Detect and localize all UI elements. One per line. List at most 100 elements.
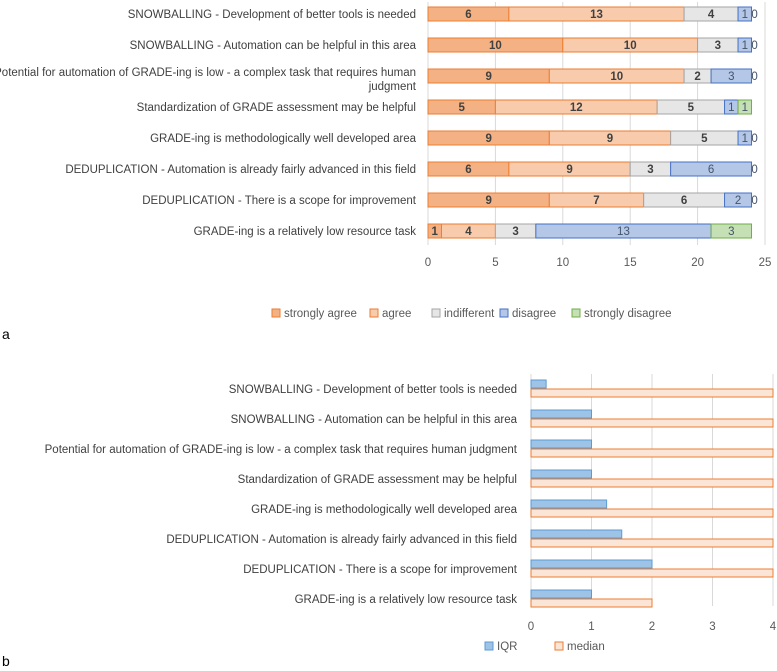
data-label: 12: [570, 102, 583, 114]
legend-label: disagree: [512, 308, 556, 320]
bar-segment-disagree: [737, 37, 753, 53]
data-label: 1: [742, 102, 748, 114]
data-label: 0: [751, 9, 757, 21]
category-label: Potential for automation of GRADE-ing is…: [45, 444, 518, 456]
data-label: 5: [458, 102, 465, 114]
bar-segment-strongly-disagree: [737, 99, 753, 115]
bar-segment-disagree: [670, 161, 753, 177]
bar-IQR: [530, 499, 608, 509]
category-label: DEDUPLICATION - Automation is already fa…: [166, 534, 517, 546]
legend-label: agree: [382, 308, 411, 320]
bar-segment-disagree: [737, 130, 753, 146]
category-label: Standardization of GRADE assessment may …: [137, 102, 416, 114]
category-label: SNOWBALLING - Development of better tool…: [128, 9, 416, 21]
legend-swatch: [369, 308, 379, 318]
bar-median: [530, 568, 774, 578]
data-label: 4: [465, 226, 472, 238]
legend-swatch: [499, 308, 509, 318]
data-label: 1: [742, 9, 748, 21]
bar-median: [530, 508, 774, 518]
data-label: 1: [728, 102, 734, 114]
bar-IQR: [530, 559, 653, 569]
category-label: DEDUPLICATION - There is a scope for imp…: [243, 564, 518, 576]
data-label: 10: [610, 71, 623, 83]
data-label: 5: [688, 102, 695, 114]
legend-swatch: [554, 641, 564, 651]
x-tick-label: 3: [709, 621, 715, 633]
category-label: GRADE-ing is methodologically well devel…: [150, 133, 417, 145]
x-tick-label: 20: [691, 257, 704, 269]
x-tick-label: 4: [770, 621, 777, 633]
data-label: 10: [489, 40, 502, 52]
category-label: SNOWBALLING - Automation can be helpful …: [231, 414, 518, 426]
x-tick-label: 5: [492, 257, 498, 269]
legend-swatch: [484, 641, 494, 651]
bar-median: [530, 388, 774, 398]
data-label: 6: [681, 195, 687, 207]
category-label: SNOWBALLING - Automation can be helpful …: [130, 40, 417, 52]
bar-median: [530, 598, 653, 608]
bar-median: [530, 418, 774, 428]
panel-label-a: a: [2, 326, 10, 342]
data-label: 1: [742, 40, 748, 52]
category-label: SNOWBALLING - Development of better tool…: [229, 384, 517, 396]
category-label: GRADE-ing is methodologically well devel…: [251, 504, 518, 516]
bar-IQR: [530, 439, 592, 449]
data-label: 13: [590, 9, 603, 21]
bar-IQR: [530, 379, 547, 389]
data-label: 6: [708, 164, 714, 176]
data-label: 9: [566, 164, 572, 176]
bar-median: [530, 448, 774, 458]
bar-segment-strongly-disagree: [710, 223, 753, 239]
category-label: judgment: [368, 81, 417, 93]
category-label: DEDUPLICATION - Automation is already fa…: [65, 164, 416, 176]
legend-label: strongly disagree: [584, 308, 672, 320]
legend-label: strongly agree: [284, 308, 357, 320]
legend-label: median: [567, 641, 605, 653]
data-label: 10: [624, 40, 637, 52]
legend-label: IQR: [497, 641, 517, 653]
data-label: 9: [485, 71, 491, 83]
legend-swatch: [571, 308, 581, 318]
data-label: 3: [512, 226, 518, 238]
category-label: GRADE-ing is a relatively low resource t…: [295, 594, 518, 606]
data-label: 13: [617, 226, 630, 238]
legend-swatch: [431, 308, 441, 318]
x-tick-label: 15: [624, 257, 637, 269]
legend-label: indifferent: [444, 308, 495, 320]
x-tick-label: 1: [588, 621, 594, 633]
data-label: 9: [607, 133, 613, 145]
x-tick-label: 10: [556, 257, 569, 269]
category-label: Standardization of GRADE assessment may …: [238, 474, 517, 486]
x-tick-label: 0: [425, 257, 431, 269]
bar-segment-disagree: [710, 68, 753, 84]
data-label: 0: [751, 40, 757, 52]
bar-median: [530, 478, 774, 488]
data-label: 9: [485, 195, 491, 207]
category-label: DEDUPLICATION - There is a scope for imp…: [142, 195, 417, 207]
data-label: 3: [715, 40, 721, 52]
data-label: 9: [485, 133, 491, 145]
x-tick-label: 2: [649, 621, 655, 633]
x-tick-label: 0: [528, 621, 534, 633]
legend-swatch: [271, 308, 281, 318]
data-label: 1: [742, 133, 748, 145]
data-label: 0: [751, 71, 757, 83]
data-label: 3: [647, 164, 653, 176]
bar-IQR: [530, 469, 592, 479]
data-label: 2: [694, 71, 700, 83]
category-label: GRADE-ing is a relatively low resource t…: [194, 226, 417, 238]
data-label: 0: [751, 164, 757, 176]
data-label: 7: [593, 195, 599, 207]
data-label: 0: [751, 133, 757, 145]
bar-median: [530, 538, 774, 548]
data-label: 4: [708, 9, 715, 21]
data-label: 0: [751, 195, 757, 207]
bar-segment-disagree: [737, 6, 753, 22]
x-tick-label: 25: [759, 257, 772, 269]
bar-segment-disagree: [724, 192, 753, 208]
bar-IQR: [530, 529, 623, 539]
panel-label-b: b: [2, 653, 10, 669]
